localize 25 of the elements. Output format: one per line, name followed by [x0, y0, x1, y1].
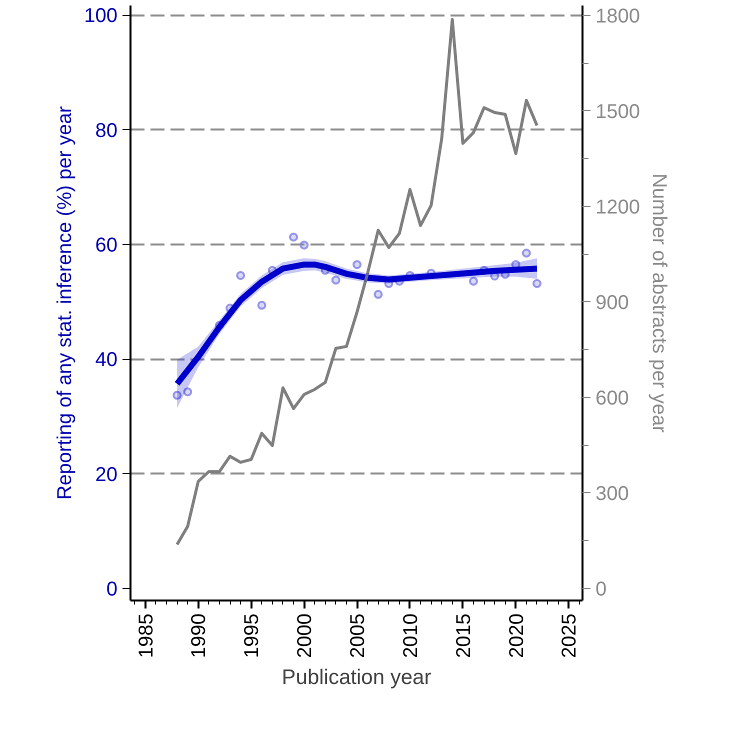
x-tick-label: 1995 [241, 613, 264, 658]
y2-tick-label: 600 [596, 387, 629, 410]
x-tick-label: 1985 [135, 613, 158, 658]
y-tick-label: 0 [106, 578, 118, 600]
x-tick-label: 2015 [452, 613, 475, 658]
y2-tick-label: 1500 [596, 100, 640, 123]
x-tick-label: 2005 [347, 613, 370, 658]
y-tick-label: 60 [95, 234, 118, 257]
y-tick-label: 20 [95, 464, 118, 486]
x-tick-label: 2025 [558, 613, 581, 658]
y2-axis-title: Number of abstracts per year [648, 174, 670, 433]
x-tick-label: 2020 [506, 613, 528, 658]
x-tick-label: 2010 [400, 613, 422, 658]
y2-tick-label: 0 [596, 578, 607, 600]
y-tick-label: 100 [84, 5, 118, 28]
y2-tick-label: 1200 [596, 196, 640, 218]
x-tick-label: 2000 [294, 613, 316, 658]
y-axis-title: Reporting of any stat. inference (%) per year [54, 106, 76, 500]
y-tick-label: 40 [95, 349, 118, 372]
y2-tick-label: 900 [596, 292, 629, 314]
x-tick-label: 1990 [188, 613, 210, 658]
x-axis-title: Publication year [282, 666, 432, 689]
y2-tick-label: 300 [596, 482, 629, 505]
y-tick-label: 80 [95, 120, 118, 142]
y2-tick-label: 1800 [596, 5, 640, 28]
